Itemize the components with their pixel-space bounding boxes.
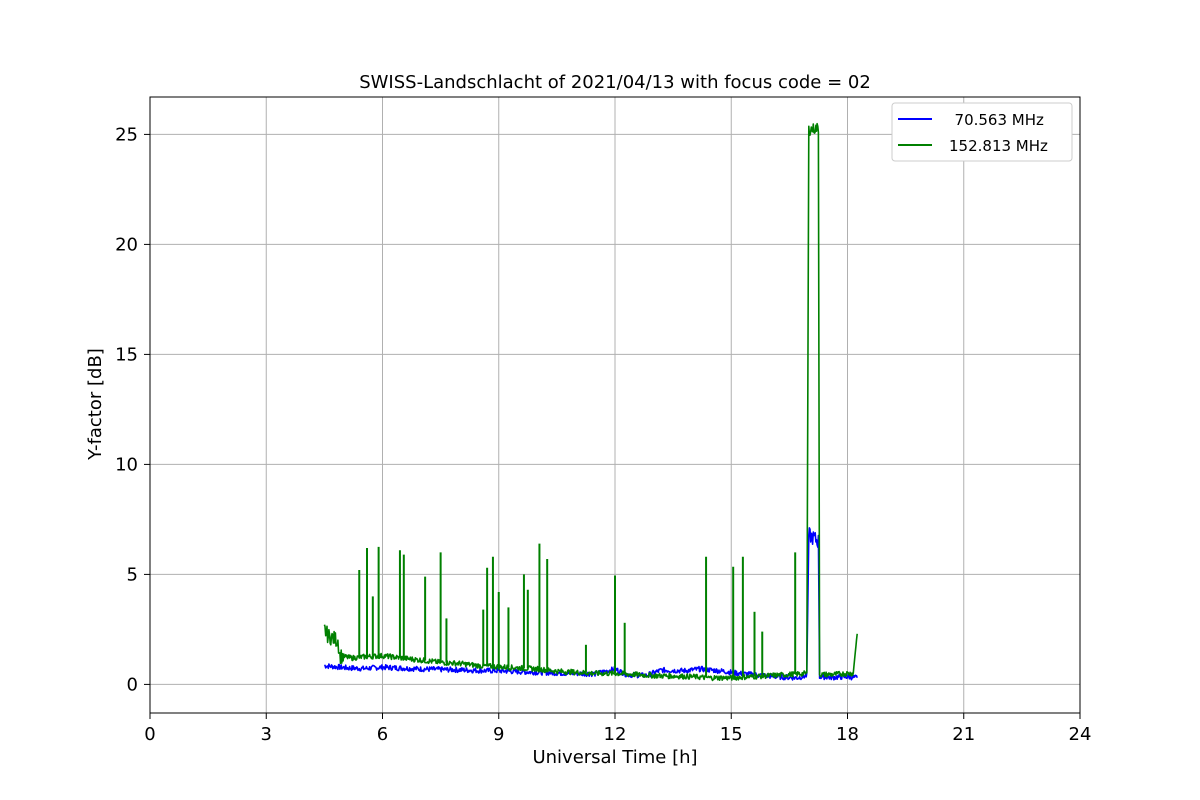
x-tick-label: 6 [377, 724, 388, 745]
x-tick-label: 15 [720, 724, 743, 745]
legend-label-series-1: 70.563 MHz [945, 111, 1044, 129]
chart-title: SWISS-Landschlacht of 2021/04/13 with fo… [359, 72, 871, 93]
y-tick-label: 10 [115, 454, 138, 475]
x-tick-label: 24 [1069, 724, 1092, 745]
x-tick-label: 18 [836, 724, 859, 745]
y-tick-label: 25 [115, 124, 138, 145]
x-tick-label: 21 [952, 724, 975, 745]
y-tick-label: 5 [127, 564, 138, 585]
y-tick-label: 0 [127, 674, 138, 695]
x-tick-label: 0 [144, 724, 155, 745]
axis-ticks: 0 3 6 9 12 15 18 21 24 0 5 10 15 20 25 [115, 124, 1091, 745]
series-lines [323, 122, 858, 682]
grid-lines [149, 97, 1081, 713]
y-tick-label: 15 [115, 344, 138, 365]
series-line-2 [323, 122, 858, 682]
x-tick-label: 3 [261, 724, 272, 745]
x-tick-label: 9 [493, 724, 504, 745]
x-axis-label: Universal Time [h] [532, 747, 697, 768]
legend-box [891, 102, 1073, 162]
y-tick-label: 20 [115, 234, 138, 255]
x-tick-label: 12 [604, 724, 627, 745]
legend: 70.563 MHz 152.813 MHz [891, 102, 1073, 162]
legend-label-series-2: 152.813 MHz [949, 137, 1048, 155]
y-axis-label: Y-factor [dB] [85, 348, 106, 461]
